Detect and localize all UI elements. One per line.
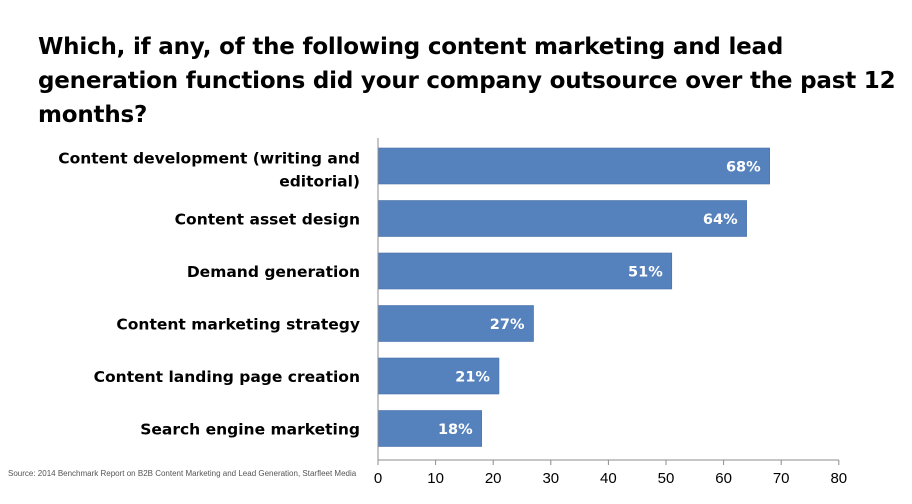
category-label: Content landing page creation [94, 368, 360, 386]
x-tick-label: 50 [658, 470, 675, 487]
data-label: 64% [703, 212, 738, 228]
category-label: Content development (writing and [58, 150, 360, 168]
data-label: 27% [490, 317, 525, 333]
bars [377, 147, 770, 447]
category-label: Content asset design [175, 211, 360, 229]
x-tick-label: 60 [715, 470, 732, 487]
category-label: Search engine marketing [140, 421, 360, 439]
bar [377, 410, 482, 447]
data-label: 68% [726, 160, 761, 176]
chart-title: Which, if any, of the following content … [38, 34, 896, 128]
x-tick-label: 0 [374, 470, 382, 487]
bar [377, 200, 747, 237]
x-tick-label: 20 [485, 470, 502, 487]
x-tick-labels: 0 10 20 30 40 50 60 70 80 [374, 470, 847, 487]
x-tick-label: 80 [830, 470, 847, 487]
data-label: 21% [455, 370, 490, 386]
x-tick-label: 40 [600, 470, 617, 487]
bar [377, 147, 770, 185]
data-labels: 68% 64% 51% 27% 21% 18% [438, 160, 761, 439]
category-label: Content marketing strategy [116, 316, 360, 334]
x-tick-label: 30 [542, 470, 559, 487]
x-axis [377, 138, 840, 465]
category-labels: Content development (writing and editoria… [58, 150, 360, 439]
x-tick-label: 70 [773, 470, 790, 487]
x-tick-label: 10 [427, 470, 444, 487]
category-label: editorial) [279, 173, 360, 191]
data-label: 51% [628, 265, 663, 281]
category-label: Demand generation [187, 263, 360, 281]
data-label: 18% [438, 422, 473, 438]
bar [377, 357, 500, 395]
source-note: Source: 2014 Benchmark Report on B2B Con… [8, 469, 357, 478]
bar [377, 252, 673, 290]
bar [377, 305, 534, 342]
